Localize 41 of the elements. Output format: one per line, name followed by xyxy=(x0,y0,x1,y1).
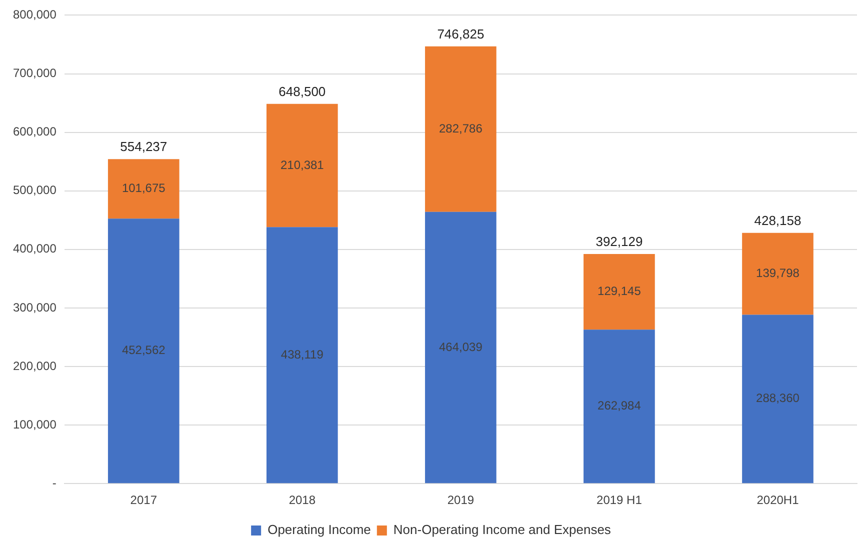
bar xyxy=(266,227,338,484)
bar xyxy=(425,46,496,212)
data-label: 139,798 xyxy=(756,266,800,280)
total-label: 746,825 xyxy=(437,26,484,42)
y-tick-label: 600,000 xyxy=(12,124,57,139)
y-tick-label: 100,000 xyxy=(12,417,57,432)
legend-label: Operating Income xyxy=(268,522,371,538)
bar xyxy=(108,159,180,219)
data-label: 464,039 xyxy=(438,340,483,354)
x-tick-label: 2020H1 xyxy=(756,493,800,508)
bar xyxy=(584,254,655,330)
x-tick-label: 2019 H1 xyxy=(596,493,642,508)
bar xyxy=(266,104,338,228)
bar xyxy=(742,232,814,315)
x-tick-label: 2017 xyxy=(130,493,158,508)
bar xyxy=(742,314,814,484)
data-label: 452,562 xyxy=(122,343,166,358)
data-label: 438,119 xyxy=(280,347,324,362)
total-label: 428,158 xyxy=(754,212,802,228)
y-tick-label: 300,000 xyxy=(12,300,57,314)
y-tick-label: - xyxy=(52,476,56,490)
data-label: 282,786 xyxy=(438,121,483,136)
data-label: 210,381 xyxy=(280,158,324,172)
legend-label: Non-Operating Income and Expenses xyxy=(393,522,612,538)
total-label: 648,500 xyxy=(278,84,326,99)
data-label: 288,360 xyxy=(756,391,800,406)
bar xyxy=(108,218,180,484)
y-tick-label: 500,000 xyxy=(12,183,57,198)
y-tick-label: 700,000 xyxy=(12,66,57,80)
y-tick-label: 400,000 xyxy=(12,242,57,256)
bar xyxy=(584,330,655,484)
total-label: 392,129 xyxy=(596,234,643,250)
x-tick-label: 2018 xyxy=(288,493,316,508)
data-label: 129,145 xyxy=(598,284,642,298)
total-label: 554,237 xyxy=(120,139,168,154)
y-tick-label: 800,000 xyxy=(12,8,57,22)
bar xyxy=(425,212,496,484)
data-label: 262,984 xyxy=(598,398,642,413)
y-tick-label: 200,000 xyxy=(12,358,57,373)
x-tick-label: 2019 xyxy=(447,493,474,508)
data-label: 101,675 xyxy=(122,181,166,196)
